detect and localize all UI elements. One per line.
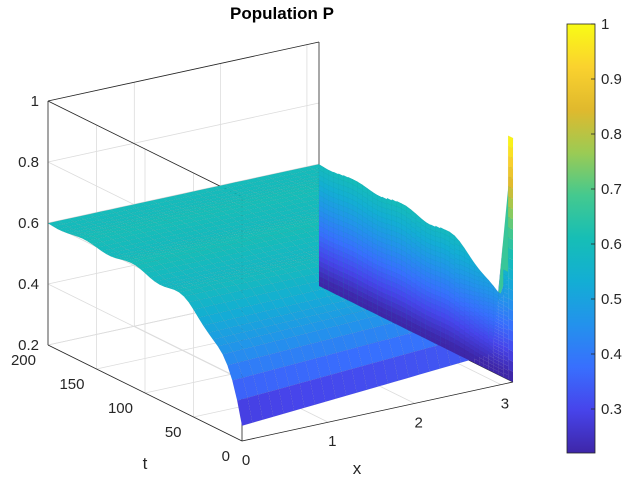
colorbar-tick-label: 1: [601, 16, 609, 33]
surface-patch: [464, 252, 470, 261]
colorbar-tick-label: 0.9: [601, 71, 622, 88]
grid-line: [47, 163, 320, 224]
axis-box-edge: [47, 41, 320, 102]
z-tick-label: 0.2: [18, 337, 39, 354]
colorbar-tick-label: 0.6: [601, 236, 622, 253]
grid-line: [47, 283, 243, 381]
surface-patch: [488, 283, 494, 290]
y-tick-label: 200: [11, 352, 36, 369]
surface-patch: [454, 238, 460, 247]
colorbar-tick-label: 0.5: [601, 291, 622, 308]
x-axis-label: x: [353, 459, 362, 478]
axis-box-edge: [47, 344, 243, 442]
colorbar-gradient: [566, 23, 596, 454]
colorbar-tick-label: 0.7: [601, 181, 622, 198]
surface-patch: [406, 206, 412, 215]
colorbar: 0.3 0.4 0.5 0.6 0.7 0.8 0.9 1: [566, 16, 622, 454]
surface-patch: [478, 272, 485, 279]
surface-patch: [410, 211, 417, 220]
colorbar-tick-label: 0.3: [601, 401, 622, 418]
x-tick-label: 3: [501, 396, 509, 413]
axis-box-edge: [47, 100, 243, 198]
y-tick-label: 0: [222, 448, 230, 465]
colorbar-tick-label: 0.8: [601, 126, 622, 143]
surface-front-wall: [318, 135, 514, 383]
surface-patch: [449, 233, 455, 241]
z-tick-label: 0.4: [18, 276, 39, 293]
z-tick-label: 1: [31, 93, 39, 110]
grid-line: [47, 102, 320, 163]
surface-patch: [469, 260, 475, 268]
axis-box-edge: [241, 381, 514, 442]
surface-patch: [459, 245, 465, 253]
x-tick-label: 0: [242, 452, 250, 469]
y-tick-label: 150: [59, 376, 84, 393]
chart-title: Population P: [230, 4, 334, 23]
y-axis-label: t: [143, 454, 148, 473]
x-tick-label: 2: [414, 414, 422, 431]
colorbar-tick-label: 0.4: [601, 346, 622, 363]
y-tick-label: 100: [108, 400, 133, 417]
x-tick-label: 1: [328, 433, 336, 450]
z-tick-label: 0.6: [18, 215, 39, 232]
surface-patch: [474, 266, 480, 274]
colorbar-ticks: 0.3 0.4 0.5 0.6 0.7 0.8 0.9 1: [591, 16, 622, 418]
surface-patch: [507, 135, 514, 149]
z-tick-label: 0.8: [18, 154, 39, 171]
y-tick-label: 50: [165, 424, 182, 441]
surface-patch: [483, 277, 489, 285]
